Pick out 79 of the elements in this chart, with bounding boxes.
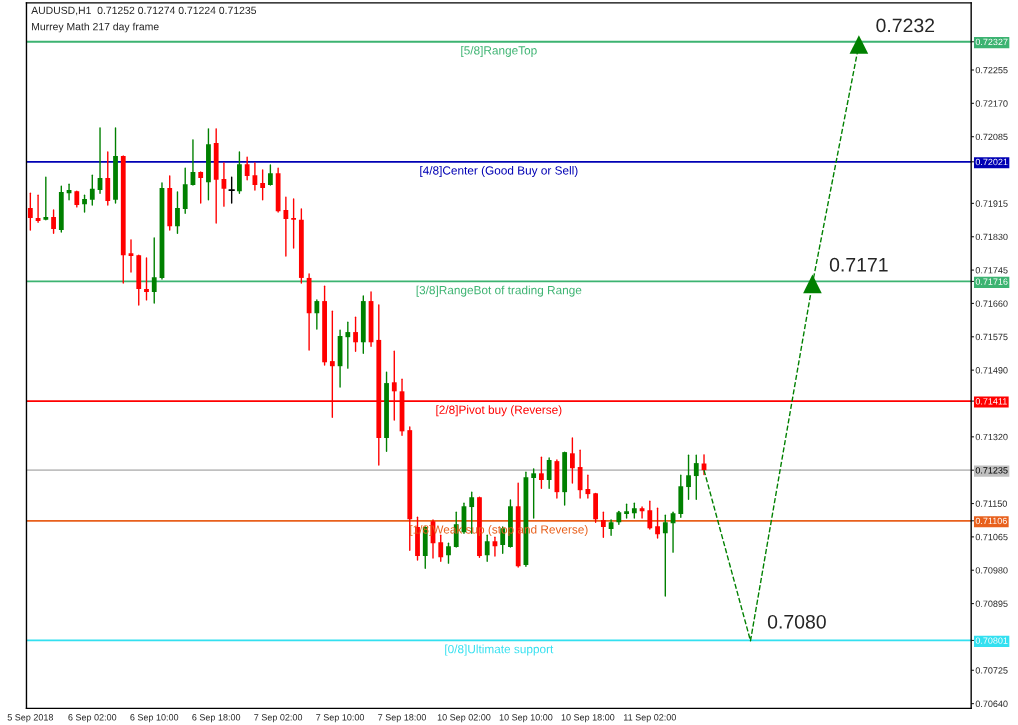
annotation: 0.7080 [767, 614, 826, 629]
candlestick [151, 237, 157, 304]
x-tick-label: 7 Sep 10:00 [316, 714, 365, 723]
y-tick-label: 0.70980 [975, 567, 1008, 574]
y-tick-label: 0.71320 [975, 433, 1008, 441]
candlestick [577, 449, 583, 499]
candlestick [27, 192, 33, 231]
x-tick-label: 7 Sep 02:00 [254, 714, 303, 723]
y-tick-label: 0.70801 [975, 637, 1008, 644]
ref-line-label: [5/8]RangeTop [461, 45, 537, 57]
candlestick [484, 534, 490, 562]
y-tick-label: 0.71490 [975, 367, 1008, 374]
candlestick [314, 299, 320, 330]
candlestick [51, 209, 56, 234]
y-tick-label: 0.71150 [975, 500, 1007, 507]
annotation: 0.7232 [876, 18, 935, 33]
y-tick-label: 0.70725 [975, 667, 1008, 674]
x-tick-label: 10 Sep 02:00 [437, 714, 491, 723]
ref-line-label: [0/8]Ultimate support [445, 644, 554, 656]
candlestick [345, 321, 351, 369]
candlestick [283, 196, 289, 257]
candlestick [291, 198, 297, 249]
candlestick [353, 316, 358, 352]
candlestick [128, 239, 134, 273]
candlestick [655, 507, 660, 539]
x-tick-label: 6 Sep 02:00 [68, 714, 117, 723]
y-tick-label: 0.71830 [975, 233, 1008, 241]
y-tick-label: 0.71915 [975, 200, 1008, 207]
candlestick [662, 514, 668, 597]
candlestick [175, 191, 180, 234]
candlestick [546, 457, 552, 489]
candlestick [198, 171, 204, 204]
y-tick-label: 0.70640 [975, 700, 1008, 707]
candlestick [608, 519, 614, 536]
candlestick [260, 169, 266, 201]
candlestick [446, 542, 451, 564]
y-tick-label: 0.72085 [975, 133, 1008, 141]
candlestick [569, 437, 575, 484]
candlestick [89, 174, 95, 206]
candlestick [43, 176, 49, 221]
y-tick-label: 0.71235 [975, 467, 1008, 474]
chart-title: AUDUSD,H1 0.71252 0.71274 0.71224 0.71235 [31, 6, 257, 16]
ref-line-label: [3/8]RangeBot of trading Range [416, 285, 582, 297]
y-tick-label: 0.70895 [975, 600, 1008, 607]
y-tick-label: 0.71575 [975, 333, 1008, 341]
x-tick-label: 11 Sep 02:00 [623, 714, 676, 723]
candlestick [228, 176, 235, 204]
ref-line-label: [2/8]Pivot buy (Reverse) [436, 405, 562, 417]
x-tick-label: 5 Sep 2018 [7, 714, 54, 723]
y-tick-label: 0.71065 [975, 533, 1008, 541]
candlestick [647, 500, 653, 530]
y-tick-label: 0.71106 [975, 517, 1007, 525]
candlestick [600, 511, 606, 538]
y-tick-label: 0.71745 [975, 267, 1008, 274]
ref-line-label: [4/8]Center (Good Buy or Sell) [420, 165, 578, 177]
candlestick [539, 456, 544, 489]
candlestick [105, 151, 111, 206]
y-tick-label: 0.72327 [975, 38, 1008, 46]
candlestick [686, 454, 691, 500]
candlestick [693, 454, 699, 500]
text: Murrey Math 217 day frame [32, 22, 159, 33]
candlestick [267, 164, 273, 186]
y-tick-label: 0.72170 [975, 100, 1008, 107]
candlestick [244, 156, 250, 181]
candlestick [144, 257, 149, 301]
candlestick [585, 474, 591, 499]
x-tick-label: 7 Sep 18:00 [378, 714, 427, 723]
candlestick [438, 534, 444, 562]
annotation: 0.7171 [829, 257, 888, 272]
y-tick-label: 0.72021 [975, 158, 1008, 166]
y-tick-label: 0.71716 [975, 278, 1008, 285]
x-tick-label: 10 Sep 10:00 [499, 714, 553, 723]
x-tick-label: 10 Sep 18:00 [561, 714, 615, 723]
x-tick-label: 6 Sep 18:00 [192, 714, 241, 723]
candlestick [531, 468, 537, 519]
y-tick-label: 0.71660 [975, 300, 1008, 307]
x-tick-label: 6 Sep 10:00 [130, 714, 179, 723]
y-tick-label: 0.71411 [975, 398, 1007, 405]
y-tick-label: 0.72255 [975, 66, 1008, 74]
